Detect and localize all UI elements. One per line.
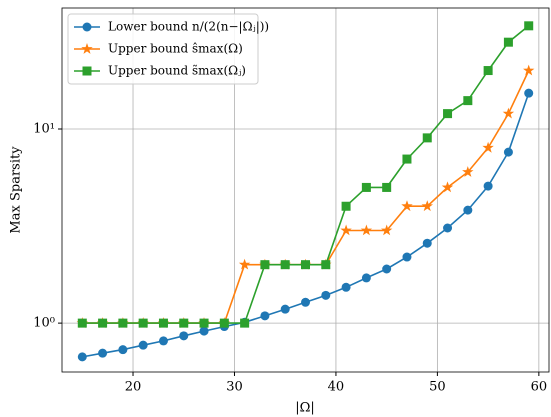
legend-label: Lower bound n/(2(n−|Ωⱼ|)) [108, 20, 269, 34]
series-line [82, 70, 530, 324]
point [179, 318, 189, 328]
point [179, 331, 189, 341]
point [524, 21, 534, 31]
y-tick-label: 10¹ [33, 121, 55, 136]
point [443, 109, 453, 119]
plot-frame [61, 7, 550, 373]
legend-label: Upper bound ŝmax(Ω) [108, 42, 243, 56]
point [421, 200, 433, 212]
point [523, 64, 535, 76]
point [503, 37, 513, 47]
point [463, 96, 473, 106]
point [503, 147, 513, 157]
point [483, 181, 493, 191]
point [98, 318, 108, 328]
point [260, 311, 270, 321]
point [462, 166, 474, 177]
x-tick-label: 30 [226, 380, 243, 395]
point [280, 304, 290, 314]
point [422, 133, 432, 143]
point [98, 348, 108, 358]
legend-box [67, 13, 259, 85]
point [482, 141, 494, 153]
legend-marker [81, 43, 93, 54]
legend-marker [82, 22, 92, 32]
series-line [82, 92, 530, 358]
x-tick-label: 20 [125, 380, 142, 395]
point [483, 66, 493, 76]
legend-label: Upper bound s̃max(Ωⱼ) [108, 64, 246, 78]
point [341, 282, 351, 292]
point [219, 318, 229, 328]
legend-marker [82, 66, 92, 76]
y-tick-label: 10⁰ [33, 316, 55, 331]
point [77, 318, 87, 328]
point [280, 260, 290, 270]
point [402, 252, 412, 262]
point [199, 326, 209, 336]
point [260, 260, 270, 270]
point [138, 340, 148, 350]
x-tick-label: 50 [429, 380, 446, 395]
point [321, 290, 331, 300]
point [240, 318, 250, 328]
point [118, 318, 128, 328]
point [463, 205, 473, 215]
point [401, 200, 413, 212]
point [382, 182, 392, 192]
point [402, 154, 412, 164]
point [422, 238, 432, 248]
point [158, 336, 168, 346]
point [361, 273, 371, 283]
point [301, 297, 310, 307]
point [340, 224, 352, 236]
y-axis-label: Max Sparsity [9, 146, 24, 234]
x-tick-label: 40 [328, 380, 345, 395]
point [443, 223, 453, 233]
x-axis-label: |Ω| [295, 401, 315, 416]
point [77, 352, 87, 362]
point [361, 182, 371, 192]
point [158, 318, 168, 328]
point [138, 318, 148, 328]
point [341, 201, 351, 211]
point [360, 224, 373, 236]
point [441, 181, 454, 193]
point [381, 224, 393, 236]
x-tick-label: 60 [531, 380, 548, 395]
point [321, 260, 331, 270]
point [382, 264, 392, 274]
point [301, 260, 310, 270]
point [502, 107, 515, 119]
point [199, 318, 209, 328]
point [118, 345, 128, 355]
point [524, 88, 534, 98]
point [238, 258, 251, 270]
